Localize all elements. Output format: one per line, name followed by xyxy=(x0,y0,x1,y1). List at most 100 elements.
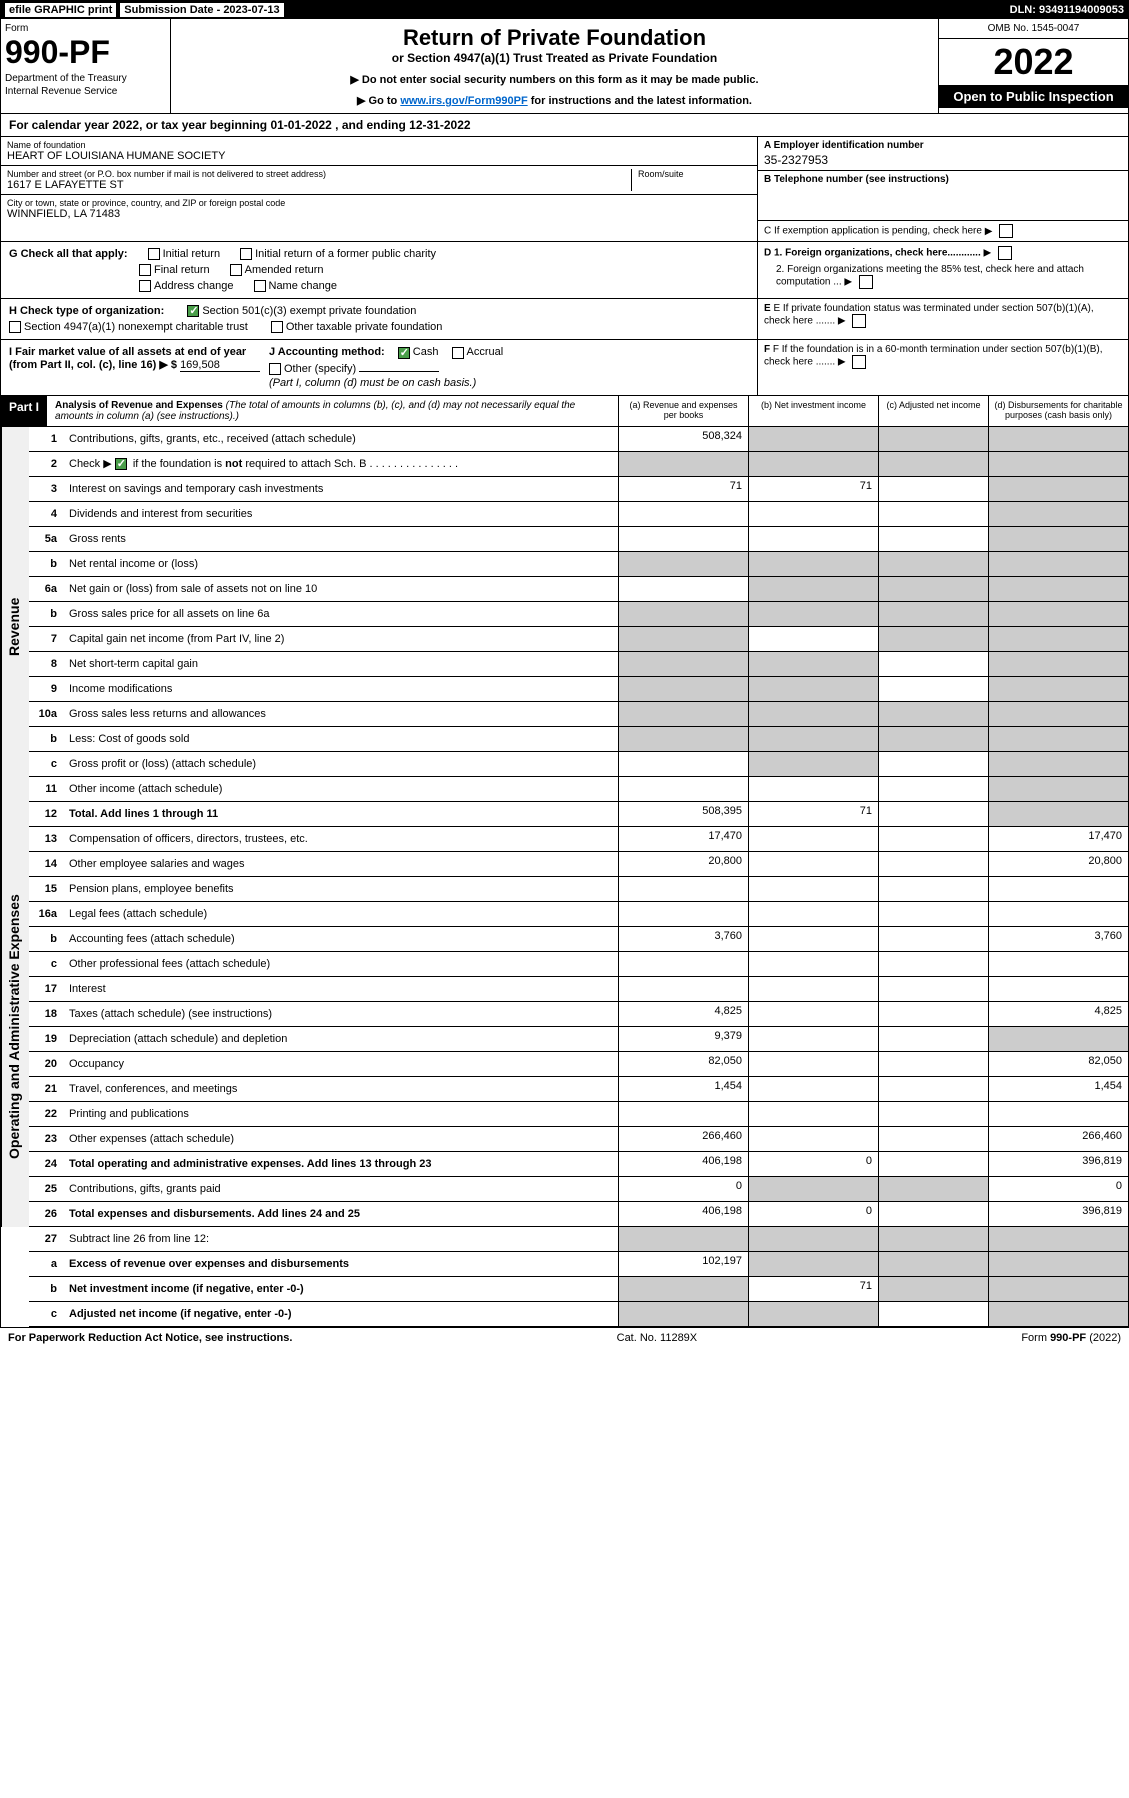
cash-checkbox[interactable] xyxy=(398,347,410,359)
line-14-desc: Other employee salaries and wages xyxy=(65,855,618,873)
schb-checkbox[interactable] xyxy=(115,458,127,470)
revenue-side-label: Revenue xyxy=(1,427,29,827)
col-b-header: (b) Net investment income xyxy=(748,396,878,426)
line-6a-desc: Net gain or (loss) from sale of assets n… xyxy=(65,580,618,598)
j-note: (Part I, column (d) must be on cash basi… xyxy=(269,377,749,389)
part1-header: Part I Analysis of Revenue and Expenses … xyxy=(1,396,1128,427)
line-25-d: 0 xyxy=(988,1177,1128,1201)
line-26-a: 406,198 xyxy=(618,1202,748,1226)
f-section: F F If the foundation is in a 60-month t… xyxy=(758,340,1128,394)
city-label: City or town, state or province, country… xyxy=(7,198,751,208)
name-change-checkbox[interactable] xyxy=(254,280,266,292)
line-19-desc: Depreciation (attach schedule) and deple… xyxy=(65,1030,618,1048)
line-24-d: 396,819 xyxy=(988,1152,1128,1176)
line-13-d: 17,470 xyxy=(988,827,1128,851)
line-10b-desc: Less: Cost of goods sold xyxy=(65,730,618,748)
line-13-a: 17,470 xyxy=(618,827,748,851)
line-21-a: 1,454 xyxy=(618,1077,748,1101)
name-box: Name of foundation HEART OF LOUISIANA HU… xyxy=(1,137,757,166)
part1-label: Part I xyxy=(1,396,47,426)
calendar-year: For calendar year 2022, or tax year begi… xyxy=(1,114,1128,137)
omb-number: OMB No. 1545-0047 xyxy=(939,19,1128,39)
line-20-a: 82,050 xyxy=(618,1052,748,1076)
room-label: Room/suite xyxy=(638,169,751,179)
tel-box: B Telephone number (see instructions) xyxy=(758,171,1128,221)
h2-checkbox[interactable] xyxy=(9,321,21,333)
tax-year: 2022 xyxy=(939,39,1128,85)
line-9-desc: Income modifications xyxy=(65,680,618,698)
note-link: ▶ Go to www.irs.gov/Form990PF for instru… xyxy=(181,94,928,107)
footer: For Paperwork Reduction Act Notice, see … xyxy=(0,1328,1129,1348)
line-23-a: 266,460 xyxy=(618,1127,748,1151)
initial-former-checkbox[interactable] xyxy=(240,248,252,260)
revenue-lines: 1Contributions, gifts, grants, etc., rec… xyxy=(29,427,1128,827)
accrual-checkbox[interactable] xyxy=(452,347,464,359)
line-13-desc: Compensation of officers, directors, tru… xyxy=(65,830,618,848)
addr-change-checkbox[interactable] xyxy=(139,280,151,292)
footer-mid: Cat. No. 11289X xyxy=(617,1332,698,1344)
part1-desc: Analysis of Revenue and Expenses (The to… xyxy=(47,396,618,426)
dept-irs: Internal Revenue Service xyxy=(5,86,166,97)
h-label: H Check type of organization: xyxy=(9,305,164,317)
line-5a-desc: Gross rents xyxy=(65,530,618,548)
amended-checkbox[interactable] xyxy=(230,264,242,276)
line-27c-desc: Adjusted net income (if negative, enter … xyxy=(65,1305,618,1323)
addr-label: Number and street (or P.O. box number if… xyxy=(7,169,631,179)
e-checkbox[interactable] xyxy=(852,314,866,328)
line-27b-desc: Net investment income (if negative, ente… xyxy=(65,1280,618,1298)
initial-checkbox[interactable] xyxy=(148,248,160,260)
c-label: C If exemption application is pending, c… xyxy=(764,226,982,237)
accrual-label: Accrual xyxy=(467,346,504,358)
h-section: H Check type of organization: Section 50… xyxy=(1,299,758,339)
addr-box: Number and street (or P.O. box number if… xyxy=(1,166,757,195)
line-26-b: 0 xyxy=(748,1202,878,1226)
line-2-desc: Check ▶ if the foundation is not require… xyxy=(65,454,618,473)
other-label: Other (specify) xyxy=(284,363,356,375)
e-section: E E If private foundation status was ter… xyxy=(758,299,1128,339)
e-label: E If private foundation status was termi… xyxy=(764,303,1094,327)
header-right: OMB No. 1545-0047 2022 Open to Public In… xyxy=(938,19,1128,113)
line-18-d: 4,825 xyxy=(988,1002,1128,1026)
d2-checkbox[interactable] xyxy=(859,275,873,289)
form-container: efile GRAPHIC print Submission Date - 20… xyxy=(0,0,1129,1328)
line-23-desc: Other expenses (attach schedule) xyxy=(65,1130,618,1148)
form-title: Return of Private Foundation xyxy=(181,25,928,51)
line-27a-a: 102,197 xyxy=(618,1252,748,1276)
col-a-header: (a) Revenue and expenses per books xyxy=(618,396,748,426)
d1-checkbox[interactable] xyxy=(998,246,1012,260)
check-row-g: G Check all that apply: Initial return I… xyxy=(1,242,1128,299)
line-27a-desc: Excess of revenue over expenses and disb… xyxy=(65,1255,618,1273)
line-26-desc: Total expenses and disbursements. Add li… xyxy=(65,1205,618,1223)
other-checkbox[interactable] xyxy=(269,363,281,375)
line-27-desc: Subtract line 26 from line 12: xyxy=(65,1230,618,1248)
f-checkbox[interactable] xyxy=(852,355,866,369)
footer-left: For Paperwork Reduction Act Notice, see … xyxy=(8,1332,292,1344)
line-24-a: 406,198 xyxy=(618,1152,748,1176)
expenses-side-label: Operating and Administrative Expenses xyxy=(1,827,29,1227)
line-21-d: 1,454 xyxy=(988,1077,1128,1101)
h3-label: Other taxable private foundation xyxy=(286,321,443,333)
line-3-b: 71 xyxy=(748,477,878,501)
efile-label: efile GRAPHIC print xyxy=(5,3,116,17)
line-14-d: 20,800 xyxy=(988,852,1128,876)
header-left: Form 990-PF Department of the Treasury I… xyxy=(1,19,171,113)
h1-checkbox[interactable] xyxy=(187,305,199,317)
irs-link[interactable]: www.irs.gov/Form990PF xyxy=(400,95,527,107)
j-label: J Accounting method: xyxy=(269,346,385,358)
name-change-label: Name change xyxy=(269,280,338,292)
final-checkbox[interactable] xyxy=(139,264,151,276)
line-23-d: 266,460 xyxy=(988,1127,1128,1151)
ein-box: A Employer identification number 35-2327… xyxy=(758,137,1128,171)
line-14-a: 20,800 xyxy=(618,852,748,876)
arrow-icon: ▶ xyxy=(985,226,993,237)
footer-right: Form 990-PF (2022) xyxy=(1021,1332,1121,1344)
tel-label: B Telephone number (see instructions) xyxy=(764,174,1122,185)
c-box: C If exemption application is pending, c… xyxy=(758,221,1128,241)
c-checkbox[interactable] xyxy=(999,224,1013,238)
line-22-desc: Printing and publications xyxy=(65,1105,618,1123)
h3-checkbox[interactable] xyxy=(271,321,283,333)
line-20-desc: Occupancy xyxy=(65,1055,618,1073)
d-section: D 1. Foreign organizations, check here..… xyxy=(758,242,1128,298)
part1-title: Analysis of Revenue and Expenses xyxy=(55,400,223,411)
top-bar: efile GRAPHIC print Submission Date - 20… xyxy=(1,1,1128,19)
